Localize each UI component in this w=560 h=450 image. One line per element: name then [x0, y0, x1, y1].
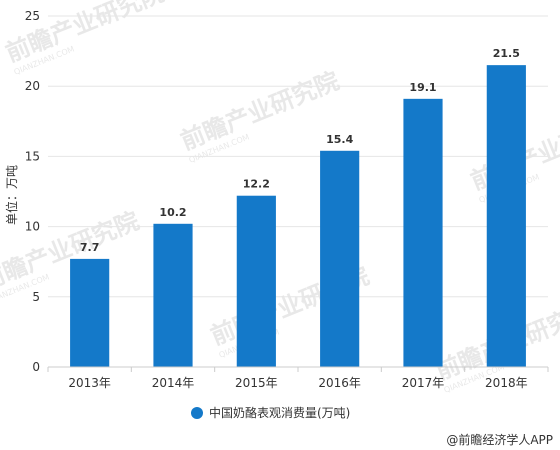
bar: [153, 223, 193, 367]
bar-value-label: 15.4: [326, 133, 353, 146]
bar: [320, 150, 360, 367]
bar-value-label: 10.2: [159, 206, 186, 219]
x-axis-ticks: 2013年 2014年 2015年 2016年 2017年 2018年: [47, 367, 549, 390]
bar: [486, 65, 526, 367]
x-tick-label: 2017年: [402, 376, 445, 390]
data-labels: 7.7 10.2 12.2 15.4 19.1 21.5: [80, 47, 520, 254]
y-tick-label: 10: [25, 220, 40, 234]
legend-marker: [191, 407, 203, 419]
watermark-mark: 前瞻产业研究院 QIANZHAN.COM: [177, 67, 343, 165]
x-tick-label: 2016年: [318, 376, 361, 390]
y-tick-label: 5: [32, 290, 40, 304]
y-tick-label: 20: [25, 79, 40, 93]
legend: 中国奶酪表观消费量(万吨): [191, 405, 350, 420]
source-credit: @前瞻经济学人APP: [446, 432, 553, 447]
bar-value-label: 7.7: [80, 241, 100, 254]
bar-value-label: 12.2: [243, 178, 270, 191]
bars: [70, 65, 526, 367]
y-tick-label: 0: [32, 360, 40, 374]
x-tick-label: 2013年: [68, 376, 111, 390]
bar: [70, 258, 110, 367]
y-tick-label: 15: [25, 149, 40, 163]
gridlines: [48, 15, 548, 298]
bar-value-label: 21.5: [493, 47, 520, 60]
y-axis-ticks: 0 5 10 15 20 25: [25, 9, 40, 374]
bar: [403, 98, 443, 367]
x-tick-label: 2015年: [235, 376, 278, 390]
y-tick-label: 25: [25, 9, 40, 23]
x-tick-label: 2018年: [485, 376, 528, 390]
y-axis-title: 单位：万吨: [4, 165, 19, 225]
legend-label: 中国奶酪表观消费量(万吨): [209, 405, 350, 420]
watermark-text: 前瞻产业研究院: [177, 67, 343, 156]
x-tick-label: 2014年: [152, 376, 195, 390]
bar-value-label: 19.1: [409, 81, 436, 94]
bar: [236, 195, 276, 367]
